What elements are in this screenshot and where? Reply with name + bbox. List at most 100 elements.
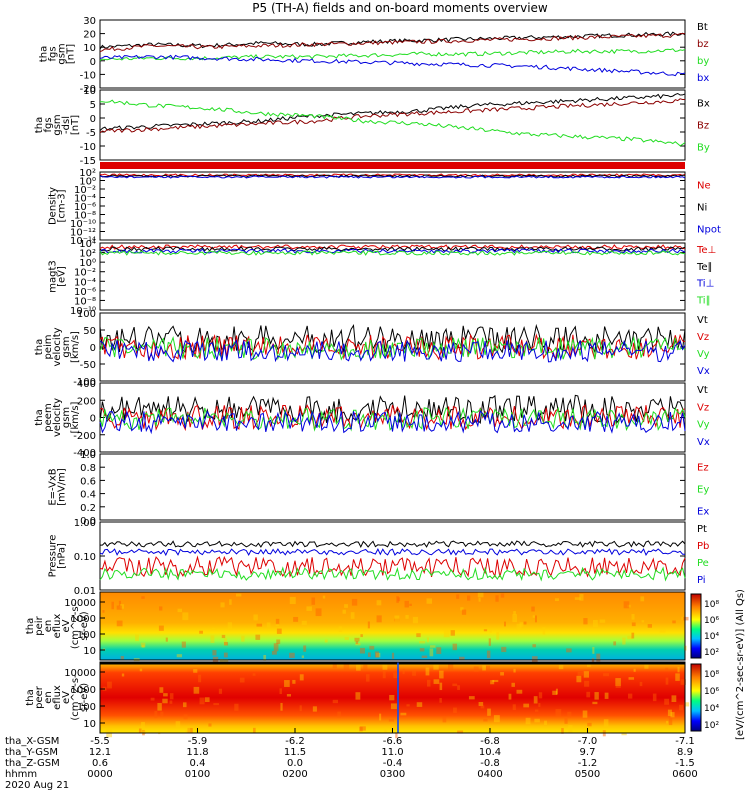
spectrogram-texture	[552, 690, 558, 695]
y-tick-label: 0.10	[74, 552, 96, 563]
spectrogram-texture	[182, 702, 187, 708]
spectrogram-texture	[533, 696, 538, 704]
data-quality-bar	[100, 162, 685, 169]
spectrogram-texture	[492, 679, 499, 683]
spectrogram-texture	[615, 684, 621, 688]
spectrogram-texture	[159, 606, 163, 611]
colorbar-tick-label: 10⁶	[704, 616, 719, 626]
spectrogram-texture	[532, 644, 536, 648]
spectrogram-texture	[162, 698, 168, 704]
spectrogram-texture	[382, 671, 386, 679]
series-line-Bz	[99, 98, 685, 134]
x-row-value: -7.0	[578, 736, 598, 747]
y-axis-label-line: -dsl	[61, 116, 72, 134]
spectrogram-texture	[212, 650, 217, 656]
spectrogram-texture	[199, 630, 203, 634]
spectrogram-texture	[177, 608, 182, 613]
y-axis-label-line: [nT]	[66, 44, 77, 64]
colorbar-tick-label: 10⁶	[704, 687, 719, 697]
spectrogram-texture	[487, 708, 491, 716]
legend-Ni: Ni	[697, 203, 707, 214]
spectrogram-texture	[457, 685, 460, 690]
spectrogram-texture	[355, 692, 361, 700]
spectrogram-texture	[301, 620, 307, 625]
spectrogram-texture	[525, 717, 531, 725]
spectrogram-texture	[664, 698, 670, 705]
spectrogram-texture	[239, 677, 245, 683]
x-row-value: 12.1	[89, 747, 111, 758]
y-axis-label-line: eflux	[52, 614, 63, 639]
spectrogram-texture	[442, 716, 447, 723]
spectrogram-texture	[252, 673, 256, 676]
legend-Npot: Npot	[697, 225, 721, 236]
spectrogram-texture	[532, 615, 535, 618]
legend-Ez: Ez	[697, 463, 709, 474]
y-tick-label: 10⁻⁸	[74, 211, 96, 222]
spectrogram-texture	[154, 710, 158, 719]
spectrogram-texture	[426, 598, 433, 604]
y-axis-label-line: eV	[61, 619, 72, 632]
spectrogram-texture	[592, 619, 598, 627]
y-tick-label: 10	[83, 86, 96, 97]
x-row-value: -6.8	[480, 736, 500, 747]
spectrogram-texture	[665, 667, 669, 670]
spectrogram-texture	[199, 697, 205, 705]
spectrogram-texture	[450, 630, 455, 636]
y-tick-label: 10⁻⁴	[74, 277, 96, 288]
spectrogram-texture	[416, 702, 423, 707]
spectrogram-texture	[390, 703, 397, 710]
spectrogram-texture	[468, 696, 475, 700]
y-tick-label: 10⁻¹⁴	[70, 236, 96, 247]
spectrogram-texture	[596, 653, 601, 662]
spectrogram-texture	[332, 699, 339, 704]
legend-Vx: Vx	[697, 437, 710, 448]
y-axis-label-line: [km/s]	[70, 401, 81, 433]
spectrogram-texture	[677, 666, 680, 673]
colorbar-tick-label: 10²	[704, 721, 719, 731]
spectrogram-texture	[631, 622, 636, 627]
spectrogram-texture	[218, 688, 223, 694]
colorbar	[690, 593, 702, 659]
x-row-value: 11.0	[381, 747, 403, 758]
spectrogram-texture	[169, 693, 174, 700]
x-row-value: 0600	[672, 769, 697, 780]
spectrogram-texture	[219, 658, 224, 664]
y-tick-label: 200	[77, 396, 96, 407]
legend-Pe: Pe	[697, 558, 709, 569]
spectrogram-texture	[439, 697, 442, 703]
spectrogram-texture	[138, 728, 142, 733]
panel-frame	[99, 453, 686, 521]
y-axis-label-line: [cm-3]	[57, 189, 68, 222]
legend-Vx: Vx	[697, 366, 710, 377]
y-axis-label-line: velocity	[52, 398, 63, 437]
legend-Ne: Ne	[697, 181, 711, 192]
y-tick-label: 0.2	[80, 503, 96, 514]
y-axis-label-line: tha	[25, 689, 36, 705]
spectrogram-texture	[482, 665, 486, 671]
spectrogram-texture	[586, 663, 591, 667]
x-row-value: 9.7	[580, 747, 596, 758]
spectrogram-texture	[582, 710, 588, 718]
spectrogram-texture	[141, 721, 145, 729]
y-tick-label: 10⁻²	[74, 268, 96, 279]
spectrogram-texture	[419, 648, 425, 652]
y-axis-label-line: peir	[34, 615, 45, 635]
legend-Te∥: Te∥	[696, 262, 713, 273]
spectrogram-texture	[139, 668, 143, 672]
spectrogram-texture	[623, 601, 630, 609]
spectrogram-texture	[516, 689, 523, 694]
y-tick-label: -5	[86, 128, 96, 139]
spectrogram-texture	[640, 596, 645, 602]
panel-frame	[99, 19, 686, 89]
spectrogram-texture	[538, 692, 543, 699]
spectrogram-image	[100, 662, 685, 733]
y-tick-label: 1000	[71, 614, 96, 625]
spectrogram-texture	[276, 639, 281, 644]
spectrogram-texture	[253, 727, 256, 734]
spectrogram-texture	[672, 620, 676, 624]
legend-Bx: Bx	[697, 99, 710, 110]
x-row-label: tha_X-GSM	[5, 736, 59, 747]
